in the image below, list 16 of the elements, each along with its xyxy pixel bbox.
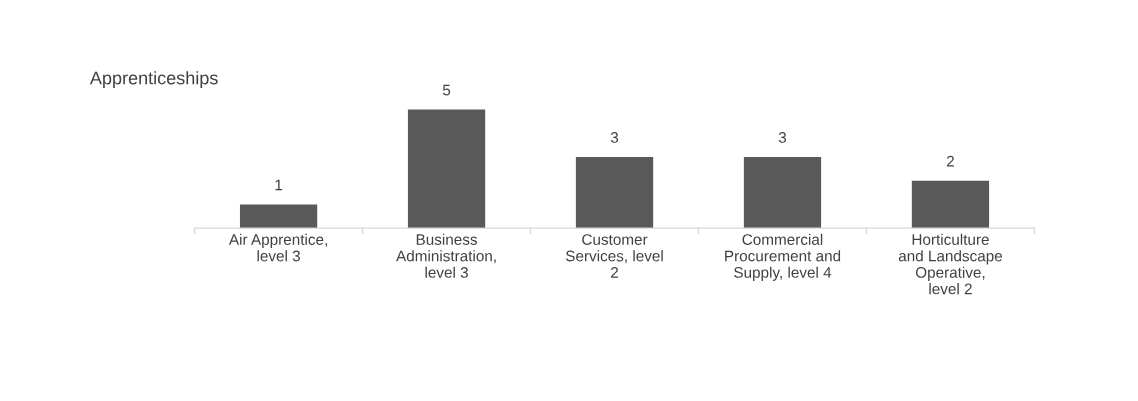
x-tick-label: Horticulture and Landscape Operative, level 2 (898, 233, 1003, 295)
bar (239, 204, 318, 229)
x-tick-label: Commercial Procurement and Supply, level 4 (725, 233, 841, 281)
bar (743, 157, 822, 229)
bar (575, 157, 654, 229)
x-tick-label: Business Administration, level 3 (396, 233, 496, 278)
bar (911, 180, 990, 229)
data-label: 1 (275, 179, 283, 191)
data-label: 5 (442, 84, 451, 96)
x-tick-label: Air Apprentice, level 3 (228, 233, 327, 262)
data-label: 3 (610, 132, 619, 143)
x-tick-label: Customer Services, level 2 (565, 234, 663, 278)
data-label: 3 (778, 132, 787, 143)
chart-title: Apprenticeships (89, 71, 218, 88)
data-label: 2 (946, 155, 954, 167)
bar (407, 109, 486, 229)
